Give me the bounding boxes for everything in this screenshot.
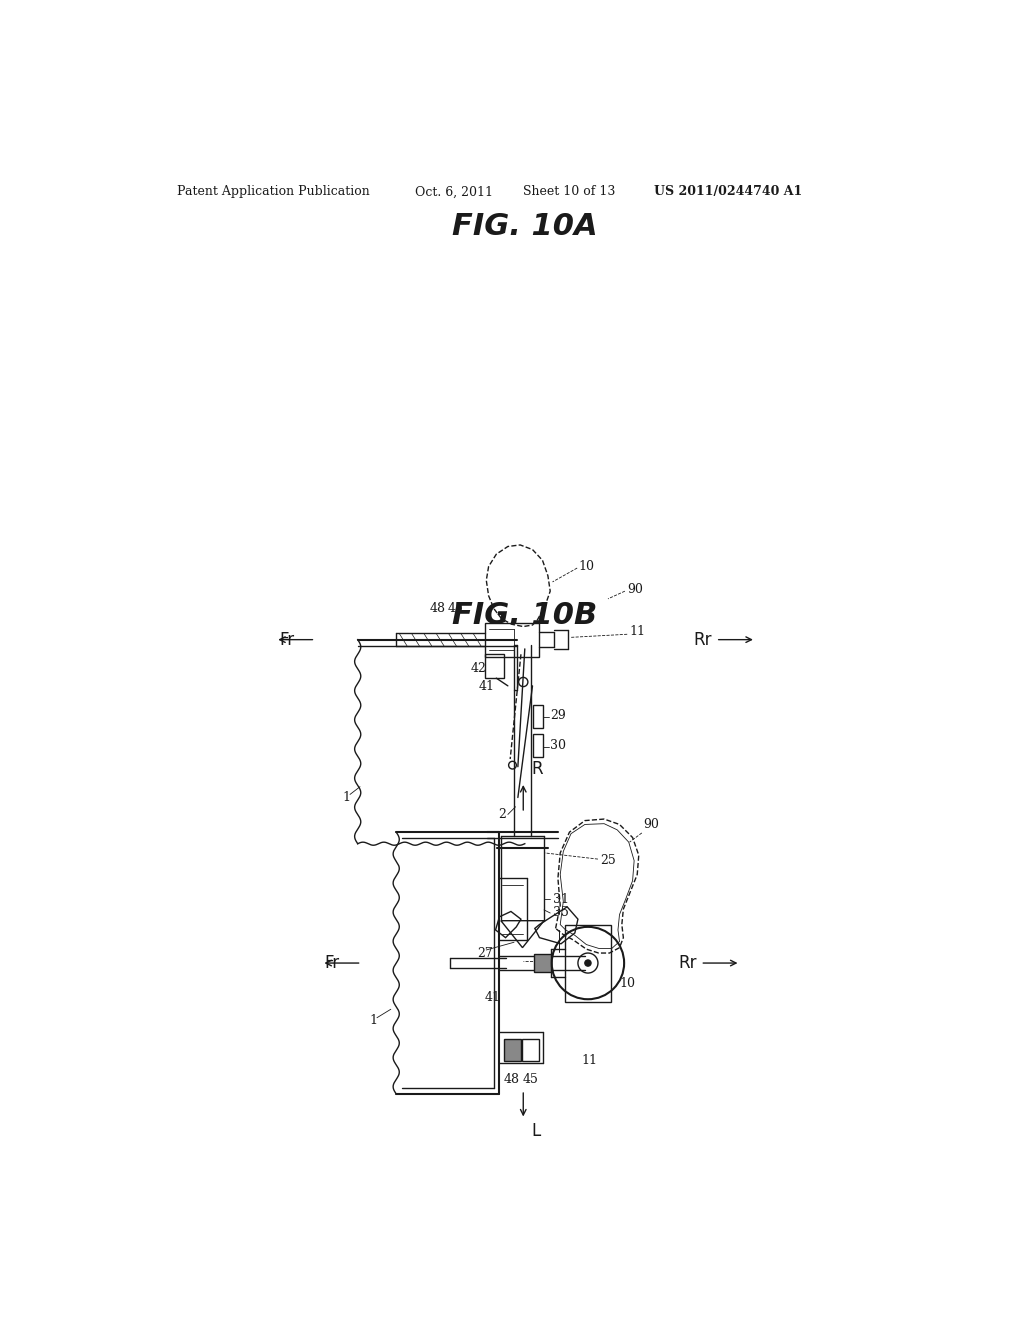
Circle shape (585, 960, 591, 966)
Text: 10: 10 (579, 560, 595, 573)
Text: Fr: Fr (325, 954, 340, 972)
Text: 41: 41 (478, 680, 495, 693)
Text: 25: 25 (600, 854, 616, 867)
Bar (565, 924, 611, 1002)
Text: Rr: Rr (693, 631, 712, 648)
Text: 11: 11 (630, 626, 645, 639)
Bar (532, 734, 544, 758)
Text: 27: 27 (477, 946, 493, 960)
Text: 1: 1 (342, 791, 350, 804)
Text: 45: 45 (447, 602, 464, 615)
Text: 1: 1 (370, 1014, 377, 1027)
Text: 90: 90 (628, 583, 643, 597)
Text: Rr: Rr (678, 954, 696, 972)
Text: 41: 41 (484, 991, 501, 1005)
Text: 35: 35 (553, 907, 568, 920)
Text: US 2011/0244740 A1: US 2011/0244740 A1 (654, 185, 803, 198)
Text: FIG. 10B: FIG. 10B (453, 601, 597, 630)
Bar (484, 653, 504, 678)
Bar (484, 623, 539, 656)
Bar (522, 1039, 540, 1061)
Text: 29: 29 (550, 709, 566, 722)
Text: 11: 11 (581, 1055, 597, 1068)
Text: 2: 2 (539, 954, 547, 968)
Text: 90: 90 (643, 817, 659, 830)
Text: L: L (531, 1122, 541, 1140)
Text: Patent Application Publication: Patent Application Publication (177, 185, 370, 198)
Bar (504, 1039, 521, 1061)
Text: 30: 30 (550, 739, 566, 751)
Text: 42: 42 (471, 661, 486, 675)
Text: R: R (531, 760, 543, 779)
Text: 2: 2 (499, 808, 506, 821)
Text: 45: 45 (522, 1073, 539, 1086)
Text: Oct. 6, 2011: Oct. 6, 2011 (416, 185, 494, 198)
Text: Fr: Fr (280, 631, 294, 648)
Text: 31: 31 (553, 892, 568, 906)
Text: 48: 48 (504, 1073, 520, 1086)
Text: FIG. 10A: FIG. 10A (452, 213, 598, 242)
Bar (532, 705, 544, 729)
Text: 10: 10 (620, 977, 636, 990)
Bar (535, 954, 551, 973)
Text: 48: 48 (429, 602, 445, 615)
Text: Sheet 10 of 13: Sheet 10 of 13 (523, 185, 615, 198)
